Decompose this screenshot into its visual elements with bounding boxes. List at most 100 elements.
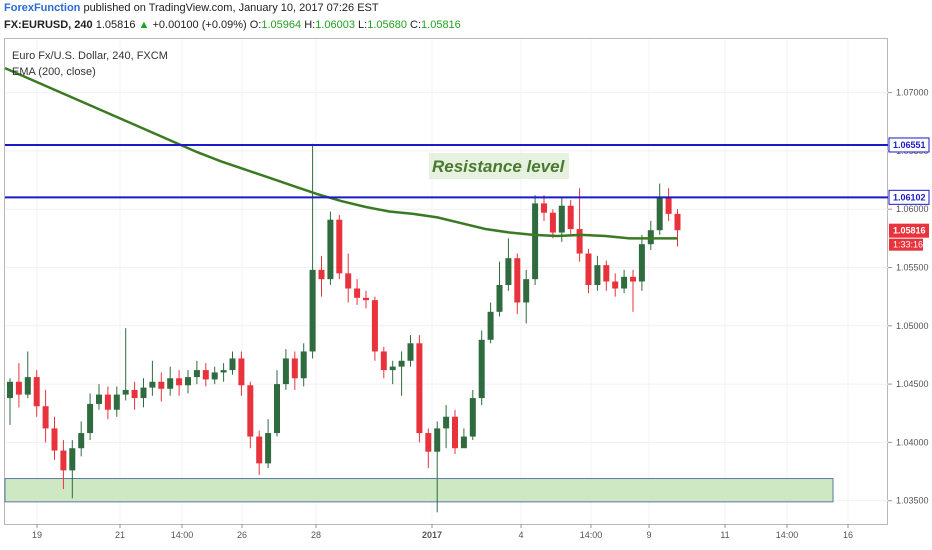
- candle[interactable]: [612, 273, 619, 297]
- candle[interactable]: [238, 351, 245, 396]
- candle[interactable]: [478, 330, 485, 406]
- candle[interactable]: [514, 253, 521, 315]
- candle-body: [7, 381, 13, 399]
- candle-body: [149, 381, 156, 388]
- candle[interactable]: [398, 351, 405, 396]
- candle[interactable]: [443, 405, 450, 449]
- candle[interactable]: [33, 370, 40, 417]
- candle[interactable]: [300, 343, 307, 387]
- level-tag-label: 1.06102: [893, 192, 926, 202]
- candle[interactable]: [113, 386, 120, 417]
- ema-line: [4, 66, 678, 240]
- candle[interactable]: [185, 370, 191, 394]
- candle[interactable]: [202, 363, 209, 387]
- candle[interactable]: [149, 360, 156, 396]
- candle-body: [33, 377, 40, 407]
- candle-body: [576, 229, 583, 254]
- candle[interactable]: [523, 269, 530, 324]
- candle-body: [158, 381, 165, 389]
- candle[interactable]: [665, 188, 672, 221]
- candle[interactable]: [576, 188, 583, 262]
- candle[interactable]: [51, 416, 58, 460]
- candle-body: [238, 358, 245, 386]
- candle[interactable]: [247, 381, 254, 449]
- close-value: 1.05816: [421, 19, 461, 31]
- candle-body: [202, 370, 209, 380]
- candle[interactable]: [621, 269, 628, 294]
- candle[interactable]: [60, 440, 67, 490]
- candle[interactable]: [380, 346, 387, 379]
- candle[interactable]: [7, 378, 13, 425]
- candle[interactable]: [167, 366, 174, 396]
- candle[interactable]: [42, 389, 49, 443]
- candle[interactable]: [158, 372, 165, 402]
- candle[interactable]: [318, 255, 325, 297]
- candles[interactable]: [7, 143, 681, 513]
- candle[interactable]: [78, 421, 85, 457]
- candle[interactable]: [176, 370, 183, 396]
- candle[interactable]: [603, 260, 610, 291]
- candle-body: [380, 351, 387, 371]
- candle[interactable]: [541, 195, 547, 221]
- candle[interactable]: [558, 197, 565, 242]
- candle[interactable]: [674, 209, 681, 247]
- candle-body: [371, 300, 378, 352]
- candle[interactable]: [24, 351, 31, 399]
- candle-body: [69, 448, 76, 471]
- candle-body: [363, 297, 369, 301]
- candle[interactable]: [87, 393, 94, 441]
- candle[interactable]: [96, 384, 102, 410]
- symbol-label[interactable]: FX:EURUSD, 240: [4, 19, 93, 31]
- candle[interactable]: [327, 211, 334, 285]
- candle[interactable]: [229, 351, 236, 375]
- candle[interactable]: [15, 363, 22, 408]
- candle[interactable]: [434, 421, 441, 513]
- candle[interactable]: [265, 419, 272, 469]
- x-tick-label: 4: [518, 530, 523, 540]
- candle[interactable]: [469, 389, 476, 441]
- y-tick-label: 1.03500: [896, 496, 929, 506]
- candle[interactable]: [532, 195, 539, 285]
- candle[interactable]: [460, 428, 467, 449]
- candle[interactable]: [220, 363, 227, 382]
- last-price: 1.05816: [95, 19, 136, 31]
- candle[interactable]: [282, 349, 289, 390]
- candle[interactable]: [309, 143, 316, 359]
- candle-body: [229, 358, 236, 371]
- candle[interactable]: [193, 360, 200, 385]
- candle[interactable]: [505, 238, 512, 291]
- candle[interactable]: [452, 409, 458, 455]
- resistance-levels[interactable]: [5, 143, 888, 199]
- candle[interactable]: [122, 328, 129, 401]
- candle[interactable]: [291, 351, 298, 390]
- candle[interactable]: [363, 290, 369, 309]
- candle[interactable]: [407, 335, 414, 367]
- candle[interactable]: [345, 253, 352, 303]
- candle[interactable]: [274, 370, 280, 437]
- candle[interactable]: [416, 335, 423, 443]
- brand-link[interactable]: ForexFunction: [4, 2, 81, 14]
- candle[interactable]: [567, 199, 574, 235]
- candle[interactable]: [371, 296, 378, 361]
- candle[interactable]: [104, 386, 111, 420]
- candle[interactable]: [630, 269, 636, 312]
- candle[interactable]: [638, 234, 645, 291]
- candle[interactable]: [487, 302, 494, 344]
- candle[interactable]: [354, 279, 361, 305]
- candle[interactable]: [594, 255, 601, 291]
- candle[interactable]: [549, 209, 556, 239]
- candle[interactable]: [425, 428, 432, 469]
- candle[interactable]: [131, 381, 138, 410]
- candle[interactable]: [211, 366, 218, 385]
- candle[interactable]: [256, 430, 263, 476]
- candle-body: [60, 450, 67, 471]
- candle[interactable]: [656, 183, 663, 235]
- candle[interactable]: [336, 215, 343, 280]
- candle[interactable]: [140, 378, 147, 408]
- candle[interactable]: [69, 440, 76, 499]
- candle[interactable]: [585, 248, 592, 294]
- candle[interactable]: [496, 261, 503, 317]
- candle-body: [87, 403, 94, 434]
- candle[interactable]: [389, 360, 396, 385]
